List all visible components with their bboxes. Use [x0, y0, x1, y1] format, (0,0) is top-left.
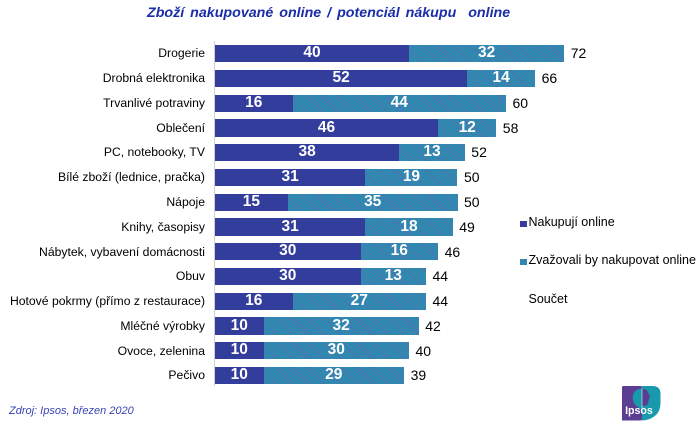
svg-text:Ipsos: Ipsos	[625, 405, 653, 417]
